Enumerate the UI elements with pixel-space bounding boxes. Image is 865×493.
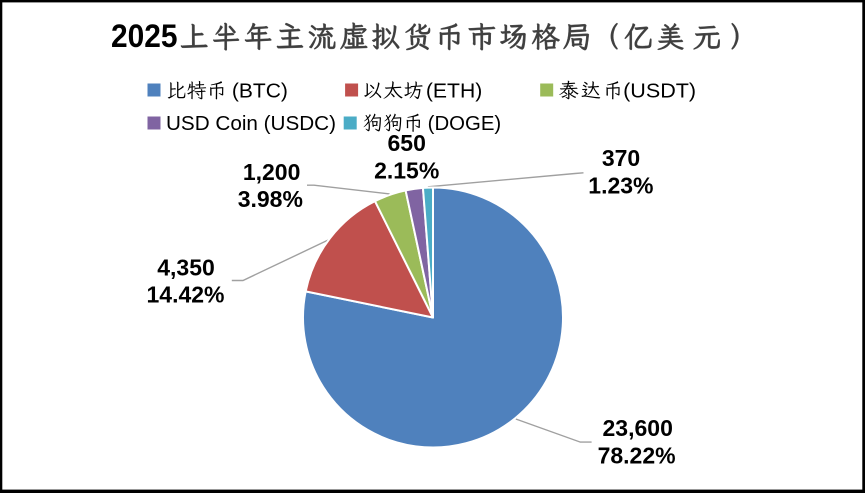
svg-text:78.22%: 78.22% [598, 443, 676, 469]
svg-text:(USDT): (USDT) [623, 80, 696, 102]
svg-text:3.98%: 3.98% [238, 186, 303, 212]
svg-text:1,200: 1,200 [243, 159, 301, 185]
svg-text:23,600: 23,600 [603, 415, 673, 441]
svg-text:(DOGE): (DOGE) [428, 113, 502, 135]
svg-text:(ETH): (ETH) [426, 80, 482, 102]
svg-text:2.15%: 2.15% [374, 158, 439, 184]
svg-text:USD Coin (USDC): USD Coin (USDC) [166, 113, 336, 135]
svg-text:650: 650 [388, 130, 426, 156]
svg-text:1.23%: 1.23% [588, 173, 653, 199]
svg-text:14.42%: 14.42% [146, 282, 224, 308]
svg-text:4,350: 4,350 [157, 254, 215, 280]
svg-text:(BTC): (BTC) [232, 80, 288, 102]
svg-text:2025: 2025 [111, 18, 178, 54]
svg-text:370: 370 [602, 145, 640, 171]
